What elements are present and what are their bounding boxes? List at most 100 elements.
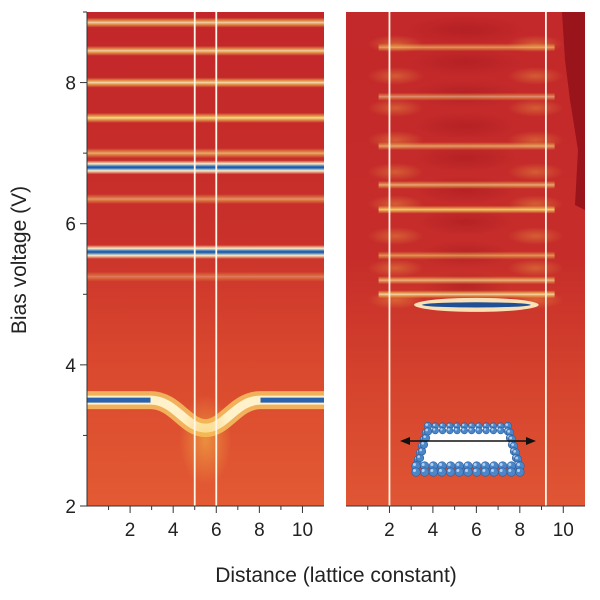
bright-band-left-0 <box>87 17 324 28</box>
atom-highlight <box>476 428 479 431</box>
atom <box>506 467 516 477</box>
atom <box>438 427 447 435</box>
atom <box>472 467 482 477</box>
atom-highlight <box>440 423 443 426</box>
atom-highlight <box>476 423 479 426</box>
bright-band-right-2 <box>378 142 555 151</box>
x-tick-label: 6 <box>211 520 222 541</box>
atom-highlight <box>438 462 442 466</box>
right-vertical-markers <box>388 12 547 506</box>
bright-band-left-5 <box>87 194 324 205</box>
texture-bright-spot <box>507 259 564 277</box>
bright-band-left-4 <box>87 148 324 159</box>
atom-highlight <box>412 469 416 473</box>
dark-band-left-1 <box>87 244 324 259</box>
atom <box>446 427 454 435</box>
x-axis-left: 2 4 6 8 10 <box>87 505 324 541</box>
heatmap-panel-left <box>87 12 324 506</box>
atom-highlight <box>430 469 434 473</box>
atom <box>411 467 421 477</box>
bright-band-left-3 <box>87 112 324 123</box>
atom-highlight <box>499 469 503 473</box>
x-axis-title: Distance (lattice constant) <box>215 564 457 587</box>
bright-band-right-1 <box>378 92 555 101</box>
atom <box>498 467 508 477</box>
atom-highlight <box>430 462 434 466</box>
dark-band-left-0 <box>87 160 324 175</box>
atom-highlight <box>421 462 425 466</box>
atom-highlight <box>440 428 443 431</box>
atom-highlight <box>456 462 460 466</box>
bright-band-right-4 <box>378 205 555 214</box>
atom <box>475 427 483 435</box>
atom-highlight <box>483 428 487 431</box>
atom-highlight <box>491 428 494 431</box>
atom-highlight <box>447 423 450 426</box>
atom-highlight <box>499 462 503 466</box>
atom <box>460 427 468 435</box>
atom-highlight <box>473 462 477 466</box>
atom <box>463 467 473 477</box>
texture-bright-spot <box>367 227 424 245</box>
texture-bright-spot <box>367 99 424 117</box>
atom-highlight <box>491 423 494 426</box>
atom-highlight <box>432 428 436 431</box>
atom-highlight <box>419 448 423 452</box>
atom <box>489 427 498 435</box>
texture-bright-spot <box>367 67 424 85</box>
dip-glow <box>179 395 232 486</box>
left-bands <box>87 17 324 486</box>
atom <box>428 467 438 477</box>
atom-highlight <box>509 436 512 440</box>
x-tick-label: 4 <box>428 520 439 541</box>
atom-highlight <box>462 428 465 431</box>
bright-band-right-6 <box>378 276 555 285</box>
atom-highlight <box>438 469 442 473</box>
texture-dark-spot <box>405 16 526 44</box>
atom-highlight <box>454 428 458 431</box>
y-tick-label: 6 <box>65 215 76 236</box>
x-tick-label: 8 <box>254 520 265 541</box>
atom <box>431 427 439 435</box>
bright-band-right-3 <box>378 180 555 189</box>
atom-highlight <box>464 462 468 466</box>
atom-highlight <box>505 423 509 427</box>
atom-highlight <box>421 469 425 473</box>
arrow-head-right <box>526 437 536 445</box>
x-tick-label: 4 <box>168 520 179 541</box>
atom <box>446 467 456 477</box>
atom-highlight <box>469 423 472 426</box>
atom-highlight <box>513 450 516 453</box>
texture-dark-spot <box>407 48 524 76</box>
texture-bright-spot <box>507 163 564 181</box>
atom-highlight <box>447 428 450 431</box>
atom-highlight <box>456 469 460 473</box>
dark-corner-region <box>562 12 585 210</box>
atom <box>437 467 447 477</box>
bright-band-right-7 <box>378 290 555 299</box>
atom-highlight <box>498 428 501 431</box>
y-tick-label: 4 <box>65 356 76 377</box>
atom <box>420 467 430 477</box>
texture-bright-spot <box>367 163 424 181</box>
atom-highlight <box>464 469 468 473</box>
dark-band-right-0 <box>422 302 531 308</box>
arrow-head-left <box>400 437 410 445</box>
atom-highlight <box>490 469 494 473</box>
atom <box>454 467 464 477</box>
atom <box>423 427 433 436</box>
atom-highlight <box>498 423 501 426</box>
atom-highlight <box>447 469 451 473</box>
x-tick-label: 8 <box>515 520 526 541</box>
atom-highlight <box>447 462 451 466</box>
atom-highlight <box>473 469 477 473</box>
atom-highlight <box>516 469 520 473</box>
atom-highlight <box>515 456 518 460</box>
atom <box>497 427 505 435</box>
y-tick-label: 8 <box>65 74 76 95</box>
atom-highlight <box>482 469 486 473</box>
x-tick-label: 10 <box>292 520 313 541</box>
atom-highlight <box>421 441 425 445</box>
dark-band-left-2 <box>87 391 324 486</box>
